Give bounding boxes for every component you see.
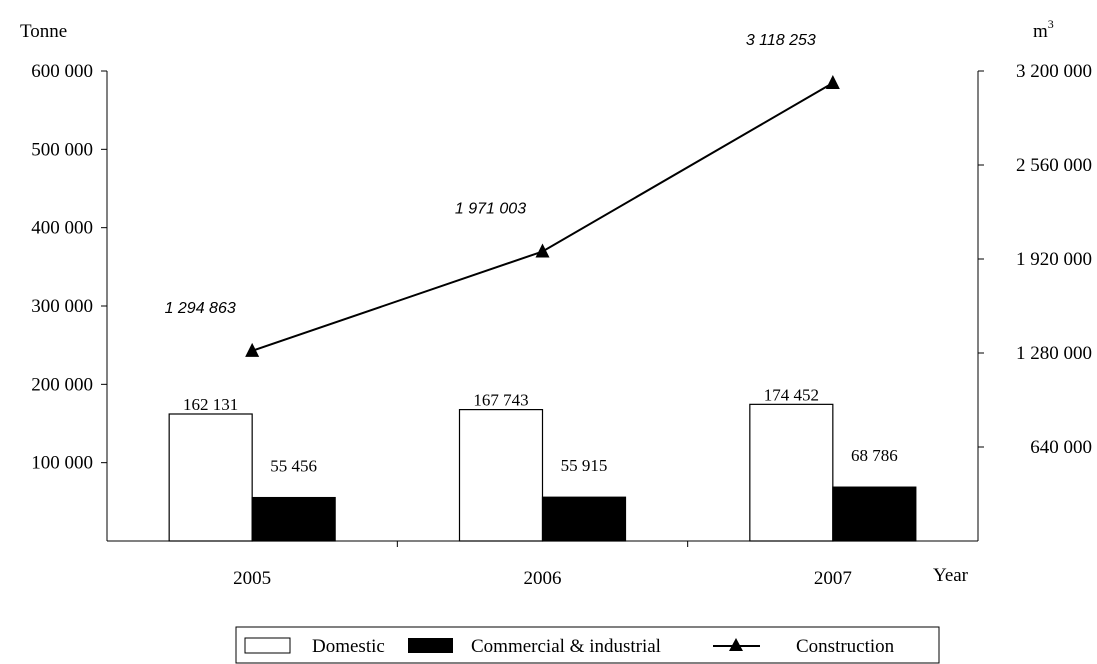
left-tick-label: 100 000 xyxy=(31,453,93,474)
bar-label-domestic: 162 131 xyxy=(183,395,238,414)
x-tick-label: 2005 xyxy=(233,568,271,589)
bar-label-commercial: 55 915 xyxy=(561,456,608,475)
bar-label-domestic: 174 452 xyxy=(764,385,819,404)
legend-label-commercial: Commercial & industrial xyxy=(471,636,661,657)
right-axis-ticks: 640 000 1 280 000 1 920 000 2 560 000 3 200 … xyxy=(978,61,1092,458)
bar-label-commercial: 55 456 xyxy=(270,457,317,476)
left-axis-title: Tonne xyxy=(20,21,67,42)
right-tick-label: 2 560 000 xyxy=(1016,155,1092,176)
bar-domestic xyxy=(749,403,834,542)
right-tick-label: 1 280 000 xyxy=(1016,343,1092,364)
x-tick-label: 2006 xyxy=(524,568,562,589)
left-tick-label: 500 000 xyxy=(31,139,93,160)
construction-value-label: 1 971 003 xyxy=(455,201,526,218)
bars-layer: 162 131 167 743 174 452 55 456 55 915 68 786 xyxy=(168,385,917,542)
left-tick-label: 300 000 xyxy=(31,296,93,317)
legend: Domestic Commercial & industrial Constru… xyxy=(235,626,940,664)
bar-domestic xyxy=(458,409,544,542)
legend-box xyxy=(235,626,940,664)
right-axis-title: m3 xyxy=(1033,17,1054,42)
construction-point-triangle-icon xyxy=(535,243,550,258)
x-axis-ticks: 2005 2006 2007 xyxy=(233,541,852,589)
right-axis-unit: m xyxy=(1033,21,1048,42)
bar-label-commercial: 68 786 xyxy=(851,446,898,465)
legend-swatch-domestic xyxy=(244,637,291,654)
left-tick-label: 200 000 xyxy=(31,374,93,395)
legend-marker-triangle-icon xyxy=(729,638,743,651)
left-tick-label: 600 000 xyxy=(31,61,93,82)
left-tick-label: 400 000 xyxy=(31,218,93,239)
left-axis-ticks: 100 000 200 000 300 000 400 000 500 000 600 0… xyxy=(31,61,107,474)
legend-swatch-commercial xyxy=(408,638,453,653)
bar-domestic xyxy=(168,413,253,542)
bar-commercial xyxy=(251,496,336,542)
bar-commercial xyxy=(832,486,917,542)
construction-value-label: 3 118 253 xyxy=(746,32,816,49)
right-tick-label: 1 920 000 xyxy=(1016,249,1092,270)
x-tick-label: 2007 xyxy=(814,568,852,589)
right-tick-label: 3 200 000 xyxy=(1016,61,1092,82)
construction-line-layer: 1 294 863 1 971 003 3 118 253 xyxy=(165,32,840,357)
construction-point-triangle-icon xyxy=(825,75,840,90)
bar-label-domestic: 167 743 xyxy=(473,391,528,410)
construction-point-triangle-icon xyxy=(245,342,260,357)
bar-commercial xyxy=(541,496,627,542)
legend-label-construction: Construction xyxy=(796,636,895,657)
legend-label-domestic: Domestic xyxy=(312,636,385,657)
x-axis-title: Year xyxy=(933,565,969,586)
construction-value-label: 1 294 863 xyxy=(165,300,236,317)
right-axis-unit-superscript: 3 xyxy=(1048,17,1054,31)
right-tick-label: 640 000 xyxy=(1030,437,1092,458)
construction-line xyxy=(251,82,834,352)
